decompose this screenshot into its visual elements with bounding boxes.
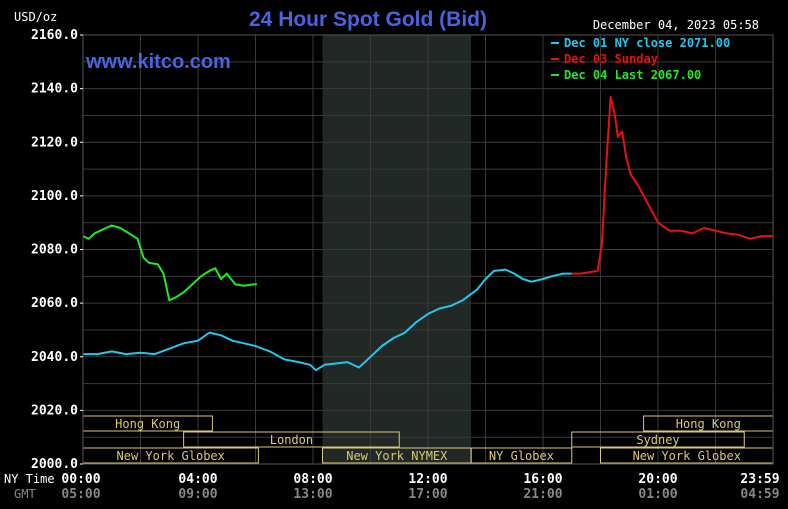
y-tick-label: 2020.0 [31,403,78,418]
session-box [571,431,745,448]
y-tick-label: 2080.0 [31,243,78,258]
series-line-1 [571,95,773,275]
session-label: Hong Kong [115,417,180,431]
legend-swatch-sunday [551,58,559,60]
legend-item-ny-close: Dec 01 NY close 2071.00 [564,36,730,50]
x-tick-label-ny: 20:00 [638,472,677,487]
y-tick-label: 2100.0 [31,189,78,204]
market-sessions: Hong Kong London New York Globex New York N… [82,415,774,464]
session-label: New York Globex [633,449,741,463]
x-tick-label-gmt: 04:59 [740,487,779,502]
x-tick-label-ny: 12:00 [408,472,447,487]
session-label: NY Globex [489,449,554,463]
session-box [183,431,400,448]
y-tick-label: 2040.0 [31,350,78,365]
session-label: New York NYMEX [346,449,448,463]
x-tick-label-gmt: 01:00 [638,487,677,502]
website-label: www.kitco.com [85,51,231,73]
legend-swatch-ny-close [551,42,559,44]
price-series [82,95,773,372]
chart-title: 24 Hour Spot Gold (Bid) [249,8,487,31]
legend-swatch-last [551,74,559,76]
timestamp: December 04, 2023 05:58 [593,18,759,32]
x-tick-label-gmt: 05:00 [61,487,100,502]
legend-item-sunday: Dec 03 Sunday [564,52,658,66]
y-tick-label: 2140.0 [31,82,78,97]
x-tick-label-ny: 04:00 [178,472,217,487]
y-tick-label: 2060.0 [31,296,78,311]
x-tick-label-gmt: 21:00 [523,487,562,502]
x-tick-label-ny: 08:00 [293,472,332,487]
x-tick-label-gmt: 13:00 [293,487,332,502]
legend: Dec 01 NY close 2071.00 Dec 03 Sunday De… [551,36,730,82]
session-box [470,447,573,464]
x-tick-label-ny: 00:00 [61,472,100,487]
session-label: Sydney [636,433,679,447]
x-tick-label-ny: 16:00 [523,472,562,487]
y-axis: 2160.0 2140.0 2120.0 2100.0 2080.0 2060.0 2040… [31,28,83,472]
y-tick-label: 2160.0 [31,28,78,43]
y-tick-label: 2120.0 [31,135,78,150]
gmt-row-label: GMT [14,487,36,501]
series-line-2 [82,224,257,302]
y-tick-label: 2000.0 [31,457,78,472]
legend-item-last: Dec 04 Last 2067.00 [564,68,701,82]
session-label: Hong Kong [676,417,741,431]
ny-time-row-label: NY Time [4,472,55,486]
x-tick-label-ny: 23:59 [740,472,779,487]
session-label: London [270,433,313,447]
x-tick-label-gmt: 17:00 [408,487,447,502]
session-label: New York Globex [117,449,225,463]
x-tick-label-gmt: 09:00 [178,487,217,502]
series-line-0 [83,268,572,372]
unit-label: USD/oz [14,10,57,24]
